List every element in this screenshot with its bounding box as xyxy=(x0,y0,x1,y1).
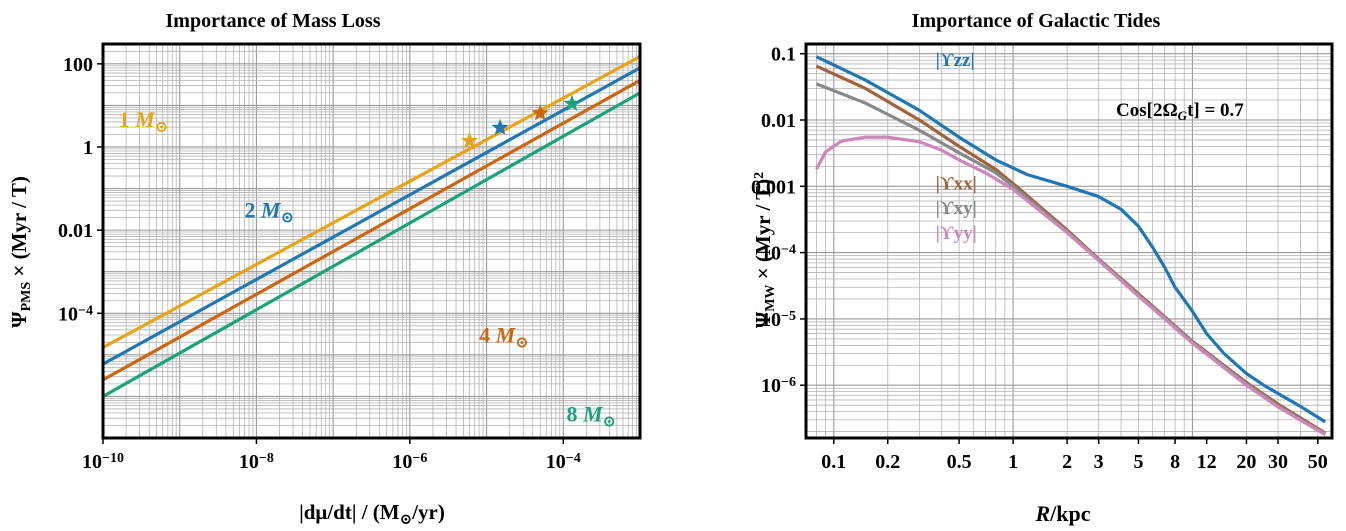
plot-frame xyxy=(804,42,1334,440)
series-line-0 xyxy=(815,55,1327,424)
y-tick-label: 0.01 xyxy=(761,110,796,132)
y-tick-label: 10−4 xyxy=(761,242,796,264)
y-tick-label: 0.001 xyxy=(751,176,796,198)
x-tick-label: 10−6 xyxy=(392,451,427,473)
series-line-2 xyxy=(103,78,640,382)
series-star-marker-3 xyxy=(563,94,581,111)
y-tick-label: 10−6 xyxy=(761,375,796,397)
y-tick-label: 1 xyxy=(83,137,93,159)
x-tick-label: 0.1 xyxy=(821,451,846,473)
mass-loss-grid xyxy=(102,43,641,439)
galactic-tides-annotation: Cos[2ΩGt] = 0.7 xyxy=(1116,100,1244,123)
series-label-3: |ϒyy| xyxy=(936,223,977,244)
x-tick-label: 8 xyxy=(1170,451,1180,473)
x-tick-label: 5 xyxy=(1133,451,1143,473)
mass-loss-chart-title: Importance of Mass Loss xyxy=(166,10,381,32)
plot-frame xyxy=(101,42,642,440)
galactic-tides-y-ticks: 0.1 0.01 0.001 10−4 10−5 10−6 xyxy=(751,44,806,397)
series-label-3: 8 M⊙ xyxy=(566,401,615,430)
mass-loss-chart: Importance of Mass Loss 1 M⊙ 2 M⊙ 4 M⊙ 8 M⊙… xyxy=(7,10,642,528)
x-tick-label: 50 xyxy=(1308,451,1328,473)
y-tick-label: 10−5 xyxy=(761,309,796,331)
series-label-2: 4 M⊙ xyxy=(479,322,528,351)
series-star-marker-0 xyxy=(460,131,479,149)
mass-loss-plot-frame xyxy=(101,42,642,440)
galactic-tides-y-axis-label: ΨMW × (Myr / T)2 xyxy=(751,172,778,328)
mass-loss-y-axis-label: ΨPMS × (Myr / T) xyxy=(7,176,34,328)
series-label-2: |ϒxy| xyxy=(936,198,977,219)
galactic-tides-chart-title: Importance of Galactic Tides xyxy=(912,10,1161,32)
x-tick-label: 0.5 xyxy=(947,451,972,473)
x-tick-label: 30 xyxy=(1268,451,1288,473)
y-tick-label: 100 xyxy=(63,54,93,76)
series-star-marker-2 xyxy=(531,104,549,121)
series-line-3 xyxy=(814,135,1327,436)
series-star-marker-1 xyxy=(491,118,509,136)
x-tick-label: 10−10 xyxy=(82,451,124,473)
galactic-tides-plot-frame xyxy=(804,42,1334,440)
x-tick-label: 3 xyxy=(1094,451,1104,473)
y-tick-label: 0.01 xyxy=(58,220,93,242)
mass-loss-x-ticks: 10−10 10−8 10−6 10−4 xyxy=(82,438,581,473)
y-tick-label: 10−4 xyxy=(58,303,93,325)
series-line-3 xyxy=(103,91,640,398)
series-label-1: 2 M⊙ xyxy=(245,198,294,227)
mass-loss-x-axis-label: |dμ/dt| / (M⊙/yr) xyxy=(299,500,445,528)
x-tick-label: 2 xyxy=(1062,451,1072,473)
series-line-0 xyxy=(103,55,640,349)
series-label-0: 1 M⊙ xyxy=(119,107,168,136)
galactic-tides-x-axis-label: R/kpc xyxy=(1034,501,1090,526)
x-tick-label: 12 xyxy=(1197,451,1217,473)
x-tick-label: 1 xyxy=(1008,451,1018,473)
x-tick-label: 0.2 xyxy=(875,451,900,473)
x-tick-label: 10−8 xyxy=(239,451,274,473)
x-tick-label: 10−4 xyxy=(546,451,581,473)
series-label-1: |ϒxx| xyxy=(936,173,977,194)
mass-loss-y-ticks: 100 1 0.01 10−4 xyxy=(58,54,103,325)
x-tick-label: 20 xyxy=(1236,451,1256,473)
galactic-tides-x-ticks: 0.1 0.2 0.5 1 2 3 5 8 12 20 30 50 xyxy=(821,438,1328,473)
mass-loss-series: 1 M⊙ 2 M⊙ 4 M⊙ 8 M⊙ xyxy=(103,55,640,430)
series-label-0: |ϒzz| xyxy=(936,50,975,71)
galactic-tides-chart: Importance of Galactic Tides |ϒzz||ϒxx||… xyxy=(751,10,1334,526)
series-line-1 xyxy=(103,66,640,366)
y-tick-label: 0.1 xyxy=(771,44,796,66)
galactic-tides-series: |ϒzz| |ϒxx| |ϒxy| |ϒyy| xyxy=(814,50,1327,436)
